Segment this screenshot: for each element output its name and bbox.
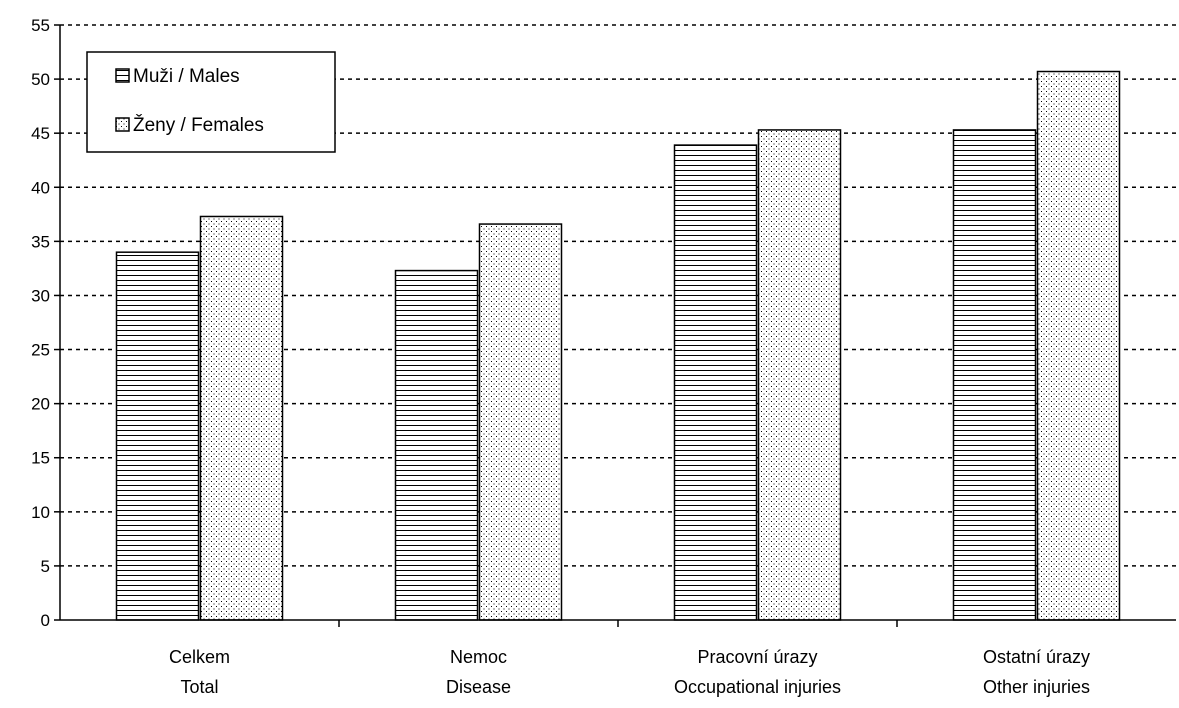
y-tick-label: 15	[31, 449, 50, 468]
bar-females	[199, 215, 284, 621]
bar-females	[478, 223, 563, 621]
bar-males	[115, 251, 200, 621]
bar-females	[1036, 70, 1121, 621]
x-category-labels: Celkem Total Nemoc Disease Pracovní úrazy Occ…	[169, 647, 1090, 697]
legend-label-females: Ženy / Females	[133, 114, 264, 136]
bar-males	[673, 144, 758, 621]
bars	[115, 70, 1121, 621]
y-tick-label: 20	[31, 395, 50, 414]
y-tick-label: 25	[31, 341, 50, 360]
x-category-label: Pracovní úrazy	[697, 647, 817, 667]
x-category-label: Other injuries	[983, 677, 1090, 697]
x-category-label: Ostatní úrazy	[983, 647, 1090, 667]
y-tick-label: 35	[31, 232, 50, 251]
x-category-label: Occupational injuries	[674, 677, 841, 697]
x-category-label: Nemoc	[450, 647, 507, 667]
y-tick-label: 5	[41, 557, 50, 576]
bar-females	[757, 129, 842, 621]
y-tick-labels: 0 5 10 15 20 25 30 35 40 45 50 55	[31, 16, 50, 630]
legend-swatch-females	[115, 117, 130, 132]
axes	[54, 24, 1176, 627]
y-tick-label: 45	[31, 124, 50, 143]
legend-label-males: Muži / Males	[133, 66, 240, 87]
x-category-label: Total	[180, 677, 218, 697]
y-tick-label: 40	[31, 178, 50, 197]
y-tick-label: 10	[31, 503, 50, 522]
y-tick-label: 55	[31, 16, 50, 35]
x-category-label: Celkem	[169, 647, 230, 667]
legend-swatch-males	[115, 68, 130, 83]
x-category-label: Disease	[446, 677, 511, 697]
bar-males	[952, 129, 1037, 621]
bar-males	[394, 269, 479, 621]
y-tick-label: 0	[41, 611, 50, 630]
legend: Muži / Males Ženy / Females	[86, 51, 336, 153]
y-tick-label: 50	[31, 70, 50, 89]
y-tick-label: 30	[31, 286, 50, 305]
